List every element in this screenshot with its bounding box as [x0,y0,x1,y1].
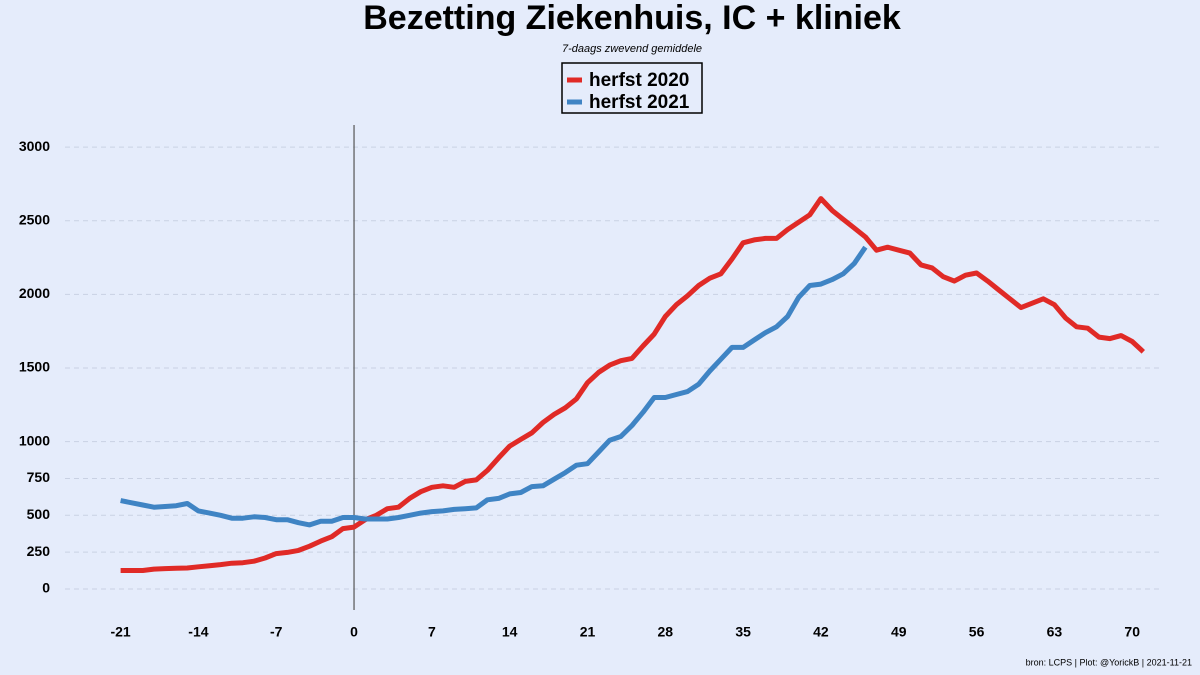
x-tick-label: 49 [891,624,907,640]
x-tick-label: 70 [1124,624,1140,640]
chart-title: Bezetting Ziekenhuis, IC + kliniek [363,0,901,37]
x-tick-label: -21 [110,624,130,640]
x-tick-label: 28 [658,624,674,640]
x-tick-label: 63 [1047,624,1063,640]
legend-label: herfst 2021 [589,92,690,113]
x-tick-label: 35 [735,624,751,640]
x-tick-label: 56 [969,624,985,640]
x-tick-label: 7 [428,624,436,640]
legend-box [561,62,703,114]
footer: bron: LCPS | Plot: @YorickB | 2021-11-21 [1026,657,1192,667]
y-tick-label: 750 [27,469,51,485]
y-tick-label: 500 [27,506,51,522]
y-tick-label: 1500 [19,359,50,375]
x-tick-label: 0 [350,624,358,640]
x-tick-label: 42 [813,624,829,640]
y-tick-label: 1000 [19,432,50,448]
legend-label: herfst 2020 [589,70,689,91]
y-tick-label: 3000 [19,138,50,154]
y-tick-label: 0 [42,580,50,596]
x-tick-label: 14 [502,624,518,640]
chart-subtitle: 7-daags zwevend gemiddele [562,43,702,55]
line-series [120,196,1146,573]
y-tick-label: 2000 [19,285,50,301]
y-tick-label: 250 [27,543,51,559]
x-tick-label: -14 [188,624,208,640]
x-tick-label: -7 [270,624,283,640]
y-tick-label: 2500 [19,211,50,227]
line-series [120,245,868,528]
x-tick-label: 21 [580,624,596,640]
